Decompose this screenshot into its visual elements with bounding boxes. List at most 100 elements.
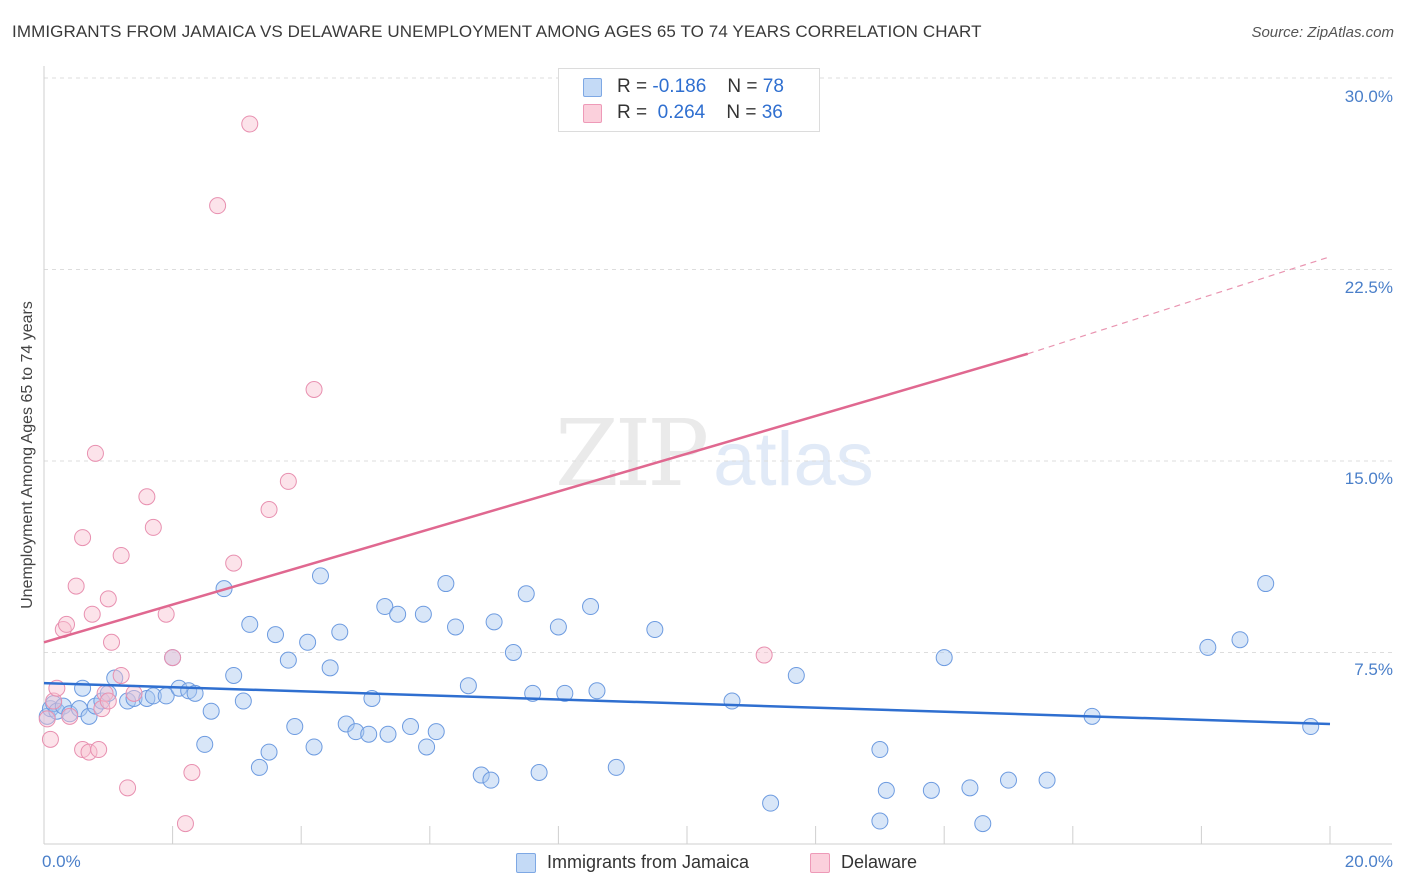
correlation-legend: R = -0.186 N = 78 R = 0.264 N = 36 xyxy=(558,68,820,132)
delaware-point xyxy=(38,710,56,728)
delaware-point xyxy=(112,666,130,684)
jamaica-point xyxy=(305,738,323,756)
jamaica-point xyxy=(1257,575,1275,593)
jamaica-point xyxy=(250,758,268,776)
delaware-point xyxy=(80,743,98,761)
r-value-delaware: 0.264 xyxy=(657,102,706,123)
delaware-point xyxy=(260,501,278,519)
delaware-point xyxy=(112,546,130,564)
jamaica-point xyxy=(427,723,445,741)
delaware-point xyxy=(86,444,104,462)
delaware-trend-extension xyxy=(1027,256,1331,355)
bottom-legend-swatch-delaware xyxy=(810,853,830,873)
jamaica-point xyxy=(588,682,606,700)
jamaica-point xyxy=(974,815,992,833)
jamaica-point xyxy=(331,623,349,641)
jamaica-point xyxy=(485,613,503,631)
delaware-point xyxy=(99,590,117,608)
jamaica-point xyxy=(1302,718,1320,736)
jamaica-point xyxy=(321,659,339,677)
jamaica-point xyxy=(549,618,567,636)
bottom-legend-label-jamaica: Immigrants from Jamaica xyxy=(547,852,750,872)
delaware-point xyxy=(41,730,59,748)
y-tick-label: 30.0% xyxy=(1344,87,1393,106)
delaware-point xyxy=(103,633,121,651)
n-value-jamaica: 78 xyxy=(762,76,784,97)
r-value-jamaica: -0.186 xyxy=(652,76,707,97)
jamaica-point xyxy=(961,779,979,797)
jamaica-point xyxy=(1038,771,1056,789)
delaware-point xyxy=(74,529,92,547)
jamaica-point xyxy=(447,618,465,636)
y-tick-label: 22.5% xyxy=(1344,278,1393,297)
series-delaware-points xyxy=(38,115,773,833)
jamaica-point xyxy=(196,735,214,753)
jamaica-point xyxy=(762,794,780,812)
delaware-point xyxy=(241,115,259,133)
delaware-point xyxy=(755,646,773,664)
legend-swatch-jamaica xyxy=(583,78,602,97)
jamaica-point xyxy=(922,781,940,799)
delaware-point xyxy=(209,197,227,215)
jamaica-point xyxy=(877,781,895,799)
jamaica-point xyxy=(311,567,329,585)
jamaica-point xyxy=(472,766,490,784)
delaware-point xyxy=(183,764,201,782)
jamaica-point xyxy=(74,679,92,697)
legend-swatch-delaware xyxy=(583,104,602,123)
delaware-point xyxy=(119,779,137,797)
x-tick-label-min: 0.0% xyxy=(42,852,81,871)
delaware-point xyxy=(138,488,156,506)
source-credit: Source: ZipAtlas.com xyxy=(1251,24,1394,41)
delaware-trend-line xyxy=(43,352,1029,644)
delaware-point xyxy=(225,554,243,572)
gridlines xyxy=(44,77,1392,653)
jamaica-point xyxy=(225,666,243,684)
jamaica-point xyxy=(1199,638,1217,656)
r-label: R = xyxy=(617,76,648,97)
jamaica-point xyxy=(582,598,600,616)
delaware-point xyxy=(90,741,108,759)
n-label: N = xyxy=(727,76,758,97)
n-value-delaware: 36 xyxy=(761,102,783,123)
jamaica-point xyxy=(646,621,664,639)
jamaica-point xyxy=(241,615,259,633)
x-tick-label-max: 20.0% xyxy=(1344,852,1393,871)
jamaica-trend-line xyxy=(43,681,1331,726)
bottom-legend-label-delaware: Delaware xyxy=(841,852,918,872)
jamaica-point xyxy=(517,585,535,603)
jamaica-point xyxy=(266,626,284,644)
axes xyxy=(43,66,1392,845)
delaware-point xyxy=(279,472,297,490)
jamaica-point xyxy=(437,575,455,593)
n-label: N = xyxy=(726,102,757,123)
jamaica-point xyxy=(787,666,805,684)
delaware-point xyxy=(61,707,79,725)
jamaica-point xyxy=(871,741,889,759)
jamaica-point xyxy=(286,718,304,736)
delaware-point xyxy=(45,692,63,710)
r-label: R = xyxy=(617,102,648,123)
jamaica-point xyxy=(556,684,574,702)
jamaica-point xyxy=(299,633,317,651)
jamaica-point xyxy=(723,692,741,710)
jamaica-point xyxy=(1231,631,1249,649)
delaware-point xyxy=(83,605,101,623)
legend-stats-jamaica: R = -0.186 N = 78 xyxy=(617,76,784,98)
jamaica-point xyxy=(144,687,162,705)
delaware-point xyxy=(125,684,143,702)
jamaica-point xyxy=(376,598,394,616)
jamaica-point xyxy=(279,651,297,669)
y-axis-label: Unemployment Among Ages 65 to 74 years xyxy=(19,301,36,609)
jamaica-point xyxy=(186,684,204,702)
bottom-legend-swatch-jamaica xyxy=(516,853,536,873)
delaware-point xyxy=(144,518,162,536)
trend-lines xyxy=(43,256,1331,726)
jamaica-point xyxy=(607,758,625,776)
jamaica-point xyxy=(389,605,407,623)
delaware-point xyxy=(176,815,194,833)
delaware-point xyxy=(67,577,85,595)
jamaica-point xyxy=(234,692,252,710)
y-tick-label: 7.5% xyxy=(1354,660,1393,679)
